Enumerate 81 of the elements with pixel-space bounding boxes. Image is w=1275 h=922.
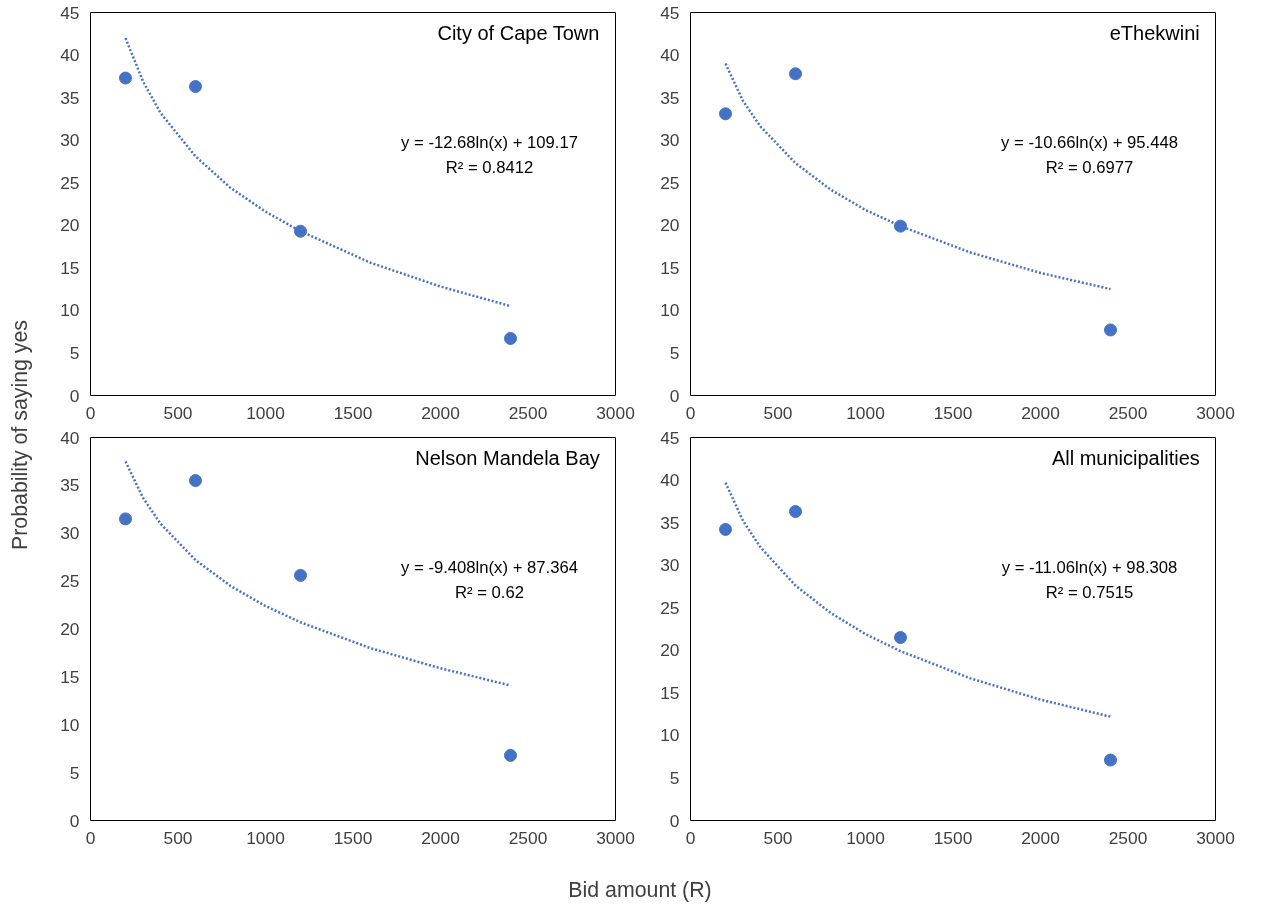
y-tick-label: 40 (60, 427, 80, 448)
y-tick-label: 15 (60, 666, 80, 687)
text: Nelson Mandela Bay (415, 447, 600, 470)
y-tick-label: 0 (669, 810, 680, 831)
text: eThekwini (1109, 22, 1200, 45)
x-tick-label: 0 (685, 827, 696, 848)
y-tick-label: 40 (660, 45, 680, 66)
x-tick-label: 2000 (1021, 402, 1060, 423)
y-tick-label: 10 (60, 714, 80, 735)
x-tick-label: 2000 (421, 827, 460, 848)
y-tick-label: 30 (660, 130, 680, 151)
annotation: y = -12.68ln(x) + 109.17 (401, 133, 578, 153)
y-tick-label: 35 (60, 87, 80, 108)
x-tick-label: 2500 (508, 827, 548, 848)
annotation: R² = 0.6977 (1045, 158, 1134, 178)
x-tick-label: 2000 (421, 402, 460, 423)
x-tick-label: 2500 (508, 402, 548, 423)
y-tick-label: 5 (69, 762, 80, 783)
y-tick-label: 25 (60, 172, 80, 193)
x-tick-label: 1500 (933, 402, 973, 423)
x-tick-label: 500 (763, 827, 793, 848)
y-tick-label: 20 (660, 640, 680, 661)
y-tick-label: 45 (60, 2, 80, 23)
y-tick-label: 30 (660, 555, 680, 576)
x-tick-label: 2500 (1108, 402, 1148, 423)
x-tick-label: 0 (85, 827, 96, 848)
x-tick-label: 1500 (333, 402, 373, 423)
annotation: y = -10.66ln(x) + 95.448 (1001, 133, 1178, 153)
x-tick-label: 1500 (333, 827, 373, 848)
x-tick-label: 3000 (1196, 402, 1235, 423)
x-tick-label: 0 (85, 402, 96, 423)
x-tick-label: 500 (163, 827, 193, 848)
y-tick-label: 0 (69, 385, 80, 406)
x-tick-label: 1000 (846, 827, 885, 848)
y-axis-title: Probability of saying yes (7, 320, 33, 550)
annotation: y = -9.408ln(x) + 87.364 (401, 558, 578, 578)
y-tick-label: 25 (60, 571, 80, 592)
y-tick-label: 30 (60, 523, 80, 544)
y-tick-label: 30 (60, 130, 80, 151)
x-tick-label: 2500 (1108, 827, 1148, 848)
y-tick-label: 45 (660, 427, 680, 448)
x-tick-label: 2000 (1021, 827, 1060, 848)
y-tick-label: 5 (69, 342, 80, 363)
annotation: y = -11.06ln(x) + 98.308 (1001, 558, 1178, 578)
y-tick-label: 15 (660, 682, 680, 703)
text: All municipalities (1051, 447, 1200, 470)
y-tick-label: 20 (60, 619, 80, 639)
y-tick-label: 25 (660, 597, 680, 618)
y-tick-label: 25 (660, 172, 680, 193)
y-tick-label: 35 (660, 512, 680, 533)
x-tick-label: 1000 (846, 402, 885, 423)
y-tick-label: 15 (660, 257, 680, 278)
y-tick-label: 15 (60, 257, 80, 278)
y-tick-label: 20 (60, 215, 80, 236)
annotation: R² = 0.62 (455, 583, 524, 603)
x-tick-label: 3000 (596, 402, 635, 423)
y-tick-label: 35 (60, 475, 80, 496)
y-tick-label: 5 (669, 767, 680, 788)
y-tick-label: 40 (60, 45, 80, 66)
y-tick-label: 10 (660, 300, 680, 321)
x-tick-label: 3000 (596, 827, 635, 848)
y-tick-label: 10 (660, 725, 680, 746)
y-tick-label: 20 (660, 215, 680, 236)
y-tick-label: 35 (660, 87, 680, 108)
y-tick-label: 45 (660, 2, 680, 23)
x-axis-title: Bid amount (R) (568, 877, 712, 904)
x-tick-label: 1000 (246, 827, 285, 848)
annotation: R² = 0.7515 (1045, 583, 1134, 603)
x-tick-label: 500 (163, 402, 193, 423)
text: City of Cape Town (437, 22, 600, 45)
annotation: R² = 0.8412 (445, 158, 534, 178)
y-tick-label: 10 (60, 300, 80, 321)
x-tick-label: 500 (763, 402, 793, 423)
x-tick-label: 1500 (933, 827, 973, 848)
y-tick-label: 0 (69, 810, 80, 831)
x-tick-label: 1000 (246, 402, 285, 423)
x-tick-label: 3000 (1196, 827, 1235, 848)
y-tick-label: 40 (660, 470, 680, 491)
y-tick-label: 0 (669, 385, 680, 406)
y-tick-label: 5 (669, 342, 680, 363)
x-tick-label: 0 (685, 402, 696, 423)
